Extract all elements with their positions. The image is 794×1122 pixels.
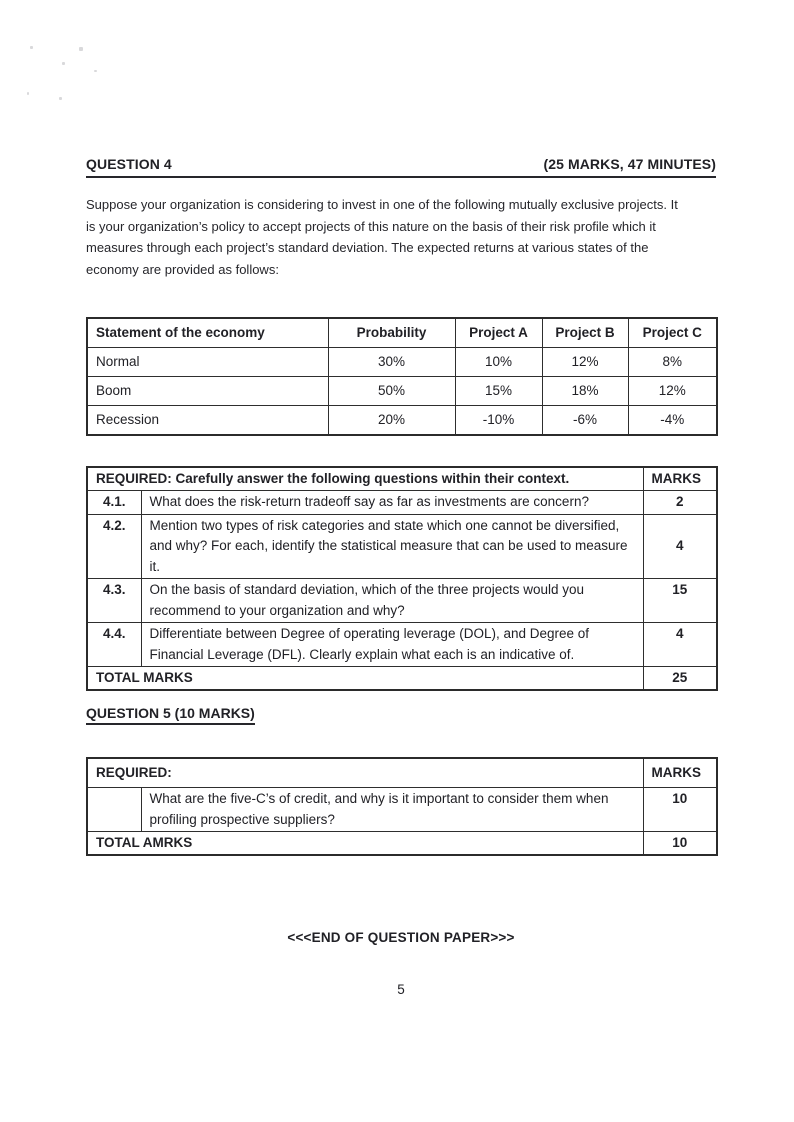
economy-header-cell: Statement of the economy	[86, 317, 329, 348]
question-text: Differentiate between Degree of operatin…	[140, 622, 644, 667]
economy-table-row: Normal 30% 10% 12% 8%	[86, 347, 718, 377]
question-number: 4.1.	[86, 490, 142, 515]
page-number: 5	[397, 982, 405, 997]
economy-cell: 15%	[454, 376, 543, 406]
economy-cell: 20%	[327, 405, 456, 436]
question-text: Mention two types of risk categories and…	[140, 513, 644, 579]
q5-required-header-row: REQUIRED: MARKS	[86, 757, 718, 788]
economy-table: Statement of the economy Probability Pro…	[86, 317, 718, 436]
economy-cell: 18%	[541, 376, 629, 406]
total-marks-label: TOTAL MARKS	[86, 666, 644, 691]
question4-intro-paragraph: Suppose your organization is considering…	[86, 197, 678, 277]
question5-header: QUESTION 5 (10 MARKS)	[86, 705, 716, 725]
economy-cell: -4%	[627, 405, 718, 436]
economy-cell: Recession	[86, 405, 329, 436]
economy-table-row: Recession 20% -10% -6% -4%	[86, 405, 718, 436]
required-header-label: REQUIRED: Carefully answer the following…	[86, 466, 644, 491]
economy-cell: 8%	[627, 347, 718, 377]
q4-required-header-row: REQUIRED: Carefully answer the following…	[86, 466, 718, 491]
question-number: 4.3.	[86, 578, 142, 623]
economy-table-row: Boom 50% 15% 18% 12%	[86, 376, 718, 406]
required-header-label: REQUIRED:	[86, 757, 644, 788]
marks-value: 4	[642, 513, 718, 579]
question-text: What are the five-C’s of credit, and why…	[140, 787, 644, 832]
question4-header: QUESTION 4 (25 MARKS, 47 MINUTES)	[86, 156, 716, 178]
economy-cell: -6%	[541, 405, 629, 436]
scan-speck	[94, 70, 97, 72]
marks-header-label: MARKS	[642, 466, 718, 491]
question-number: 4.2.	[86, 513, 142, 579]
economy-cell: -10%	[454, 405, 543, 436]
question-row: 4.4. Differentiate between Degree of ope…	[86, 622, 718, 667]
total-marks-row: TOTAL AMRKS 10	[86, 831, 718, 856]
marks-value: 4	[642, 622, 718, 667]
marks-value: 2	[642, 490, 718, 515]
economy-header-cell: Probability	[327, 317, 456, 348]
question-row: 4.2. Mention two types of risk categorie…	[86, 513, 718, 579]
marks-value: 10	[642, 787, 718, 832]
q4-required-table: REQUIRED: Carefully answer the following…	[86, 466, 718, 691]
total-marks-value: 25	[642, 666, 718, 691]
question4-title: QUESTION 4	[86, 156, 172, 172]
scan-speck	[30, 46, 33, 49]
marks-value: 15	[642, 578, 718, 623]
economy-header-cell: Project B	[541, 317, 629, 348]
question-text: What does the risk-return tradeoff say a…	[140, 490, 644, 515]
question4-marks-note: (25 MARKS, 47 MINUTES)	[543, 156, 716, 172]
question-row: What are the five-C’s of credit, and why…	[86, 787, 718, 832]
economy-cell: 12%	[541, 347, 629, 377]
question-number: 4.4.	[86, 622, 142, 667]
economy-header-cell: Project A	[454, 317, 543, 348]
total-marks-label: TOTAL AMRKS	[86, 831, 644, 856]
economy-cell: 12%	[627, 376, 718, 406]
q5-required-table: REQUIRED: MARKS What are the five-C’s of…	[86, 757, 719, 856]
economy-cell: Normal	[86, 347, 329, 377]
economy-table-header-row: Statement of the economy Probability Pro…	[86, 317, 718, 348]
scan-speck	[79, 47, 83, 51]
question-number	[86, 787, 142, 832]
economy-cell: Boom	[86, 376, 329, 406]
marks-header-label: MARKS	[642, 757, 718, 788]
question-row: 4.1. What does the risk-return tradeoff …	[86, 490, 718, 515]
economy-cell: 10%	[454, 347, 543, 377]
end-of-paper-note: <<<END OF QUESTION PAPER>>>	[287, 930, 515, 945]
total-marks-value: 10	[642, 831, 718, 856]
economy-cell: 50%	[327, 376, 456, 406]
economy-header-cell: Project C	[627, 317, 718, 348]
question-row: 4.3. On the basis of standard deviation,…	[86, 578, 718, 623]
scan-speck	[59, 97, 62, 100]
total-marks-row: TOTAL MARKS 25	[86, 666, 718, 691]
question5-title: QUESTION 5 (10 MARKS)	[86, 705, 255, 725]
question-text: On the basis of standard deviation, whic…	[140, 578, 644, 623]
scan-speck	[62, 62, 65, 65]
economy-cell: 30%	[327, 347, 456, 377]
scan-speck	[27, 92, 29, 95]
